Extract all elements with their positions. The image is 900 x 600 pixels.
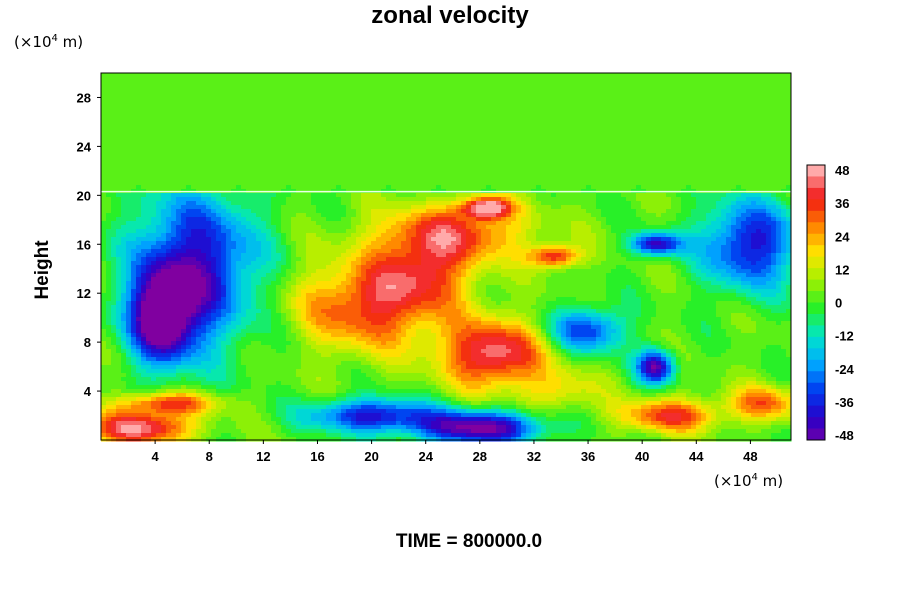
x-tick-label: 32 <box>527 449 541 464</box>
x-tick-label: 8 <box>206 449 213 464</box>
colorbar-tick-label: -24 <box>835 362 855 377</box>
x-tick-label: 12 <box>256 449 270 464</box>
x-tick-label: 44 <box>689 449 704 464</box>
colorbar-band <box>807 313 825 326</box>
colorbar-band <box>807 371 825 384</box>
x-axis-ticks: 4 8 12 16 20 24 28 32 36 40 44 48 <box>152 440 758 464</box>
colorbar-band <box>807 382 825 395</box>
colorbar-band <box>807 302 825 315</box>
y-tick-label: 8 <box>84 335 91 350</box>
colorbar-band <box>807 165 825 177</box>
colorbar-band <box>807 428 825 441</box>
x-axis-unit: (×104 m) <box>714 472 784 490</box>
y-axis-ticks: 4 8 12 16 20 24 28 <box>77 90 101 399</box>
plot-frame <box>100 72 792 441</box>
y-tick-label: 16 <box>77 237 91 252</box>
y-tick-label: 20 <box>77 188 91 203</box>
time-label: TIME = 800000.0 <box>395 531 543 552</box>
y-tick-label: 12 <box>77 286 91 301</box>
x-tick-label: 24 <box>418 449 433 464</box>
colorbar-tick-label: -12 <box>835 329 854 344</box>
colorbar-band <box>807 210 825 223</box>
x-tick-label: 28 <box>473 449 487 464</box>
colorbar-tick-label: 0 <box>835 296 842 311</box>
colorbar-tick-label: 48 <box>835 163 849 178</box>
colorbar-band <box>807 336 825 349</box>
colorbar-tick-label: -36 <box>835 395 854 410</box>
colorbar-band <box>807 359 825 372</box>
y-tick-label: 28 <box>77 90 91 105</box>
x-tick-label: 4 <box>152 449 160 464</box>
colorbar-band <box>807 291 825 303</box>
x-tick-label: 48 <box>743 449 757 464</box>
y-tick-label: 4 <box>84 384 92 399</box>
colorbar-band <box>807 405 825 418</box>
colorbar-tick-label: -48 <box>835 428 854 443</box>
colorbar-band <box>807 268 825 280</box>
colorbar-band <box>807 279 825 292</box>
colorbar-band <box>807 394 825 407</box>
colorbar-band <box>807 176 825 189</box>
colorbar-band <box>807 222 825 235</box>
x-tick-label: 20 <box>364 449 378 464</box>
x-tick-label: 36 <box>581 449 595 464</box>
y-tick-label: 24 <box>77 139 92 154</box>
colorbar-band <box>807 245 825 258</box>
colorbar-frame <box>806 164 826 441</box>
y-axis-unit: (×104 m) <box>14 33 84 51</box>
colorbar-band <box>807 256 825 269</box>
heatmap-field <box>101 73 792 442</box>
colorbar-band <box>807 199 825 212</box>
colorbar-tick-label: 24 <box>835 229 850 244</box>
colorbar-band <box>807 348 825 361</box>
colorbar: 48 36 24 12 0 -12 -24 -36 -48 <box>806 163 855 443</box>
colorbar-band <box>807 325 825 338</box>
colorbar-band <box>807 233 825 246</box>
x-tick-label: 40 <box>635 449 649 464</box>
chart-title: zonal velocity <box>371 2 529 29</box>
colorbar-band <box>807 187 825 200</box>
colorbar-tick-label: 36 <box>835 196 849 211</box>
x-tick-label: 16 <box>310 449 324 464</box>
colorbar-band <box>807 417 825 429</box>
colorbar-tick-label: 12 <box>835 262 849 277</box>
